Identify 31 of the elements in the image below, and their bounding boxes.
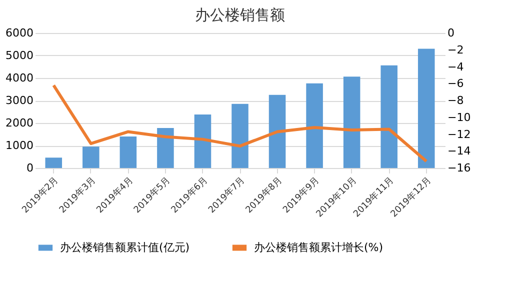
bar bbox=[120, 136, 137, 168]
bar bbox=[194, 114, 212, 168]
y-tick-label: 6000 bbox=[6, 26, 34, 40]
y2-tick-label: −6 bbox=[448, 77, 464, 90]
y2-tick-label: −10 bbox=[448, 110, 471, 124]
y-tick-label: 0 bbox=[26, 162, 34, 174]
y-tick-label: 2000 bbox=[6, 116, 34, 130]
bar bbox=[380, 65, 398, 168]
bar bbox=[343, 76, 360, 168]
y2-tick-label: −16 bbox=[448, 162, 471, 174]
bar bbox=[418, 48, 435, 168]
bar bbox=[306, 83, 323, 168]
y2-tick-label: 0 bbox=[448, 26, 454, 40]
legend-label: 办公楼销售额累计增长(%) bbox=[254, 240, 384, 254]
chart-title: 办公楼销售额 bbox=[195, 6, 285, 24]
line-series bbox=[52, 84, 428, 163]
bar bbox=[82, 146, 100, 168]
y-tick-label: 3000 bbox=[6, 94, 34, 107]
y-tick-label: 5000 bbox=[6, 49, 34, 62]
bar bbox=[157, 128, 174, 168]
bar bbox=[268, 94, 286, 168]
y2-tick-label: −2 bbox=[448, 43, 464, 56]
y2-tick-label: −12 bbox=[448, 128, 471, 141]
y2-tick-label: −14 bbox=[448, 144, 471, 158]
y2-tick-label: −4 bbox=[448, 60, 464, 74]
bar bbox=[232, 104, 248, 168]
y-tick-label: 4000 bbox=[6, 72, 34, 84]
y2-tick-label: −8 bbox=[448, 94, 464, 107]
bar bbox=[45, 158, 62, 168]
legend-label: 办公楼销售额累计值(亿元) bbox=[60, 240, 190, 254]
y-tick-label: 1000 bbox=[6, 139, 34, 152]
